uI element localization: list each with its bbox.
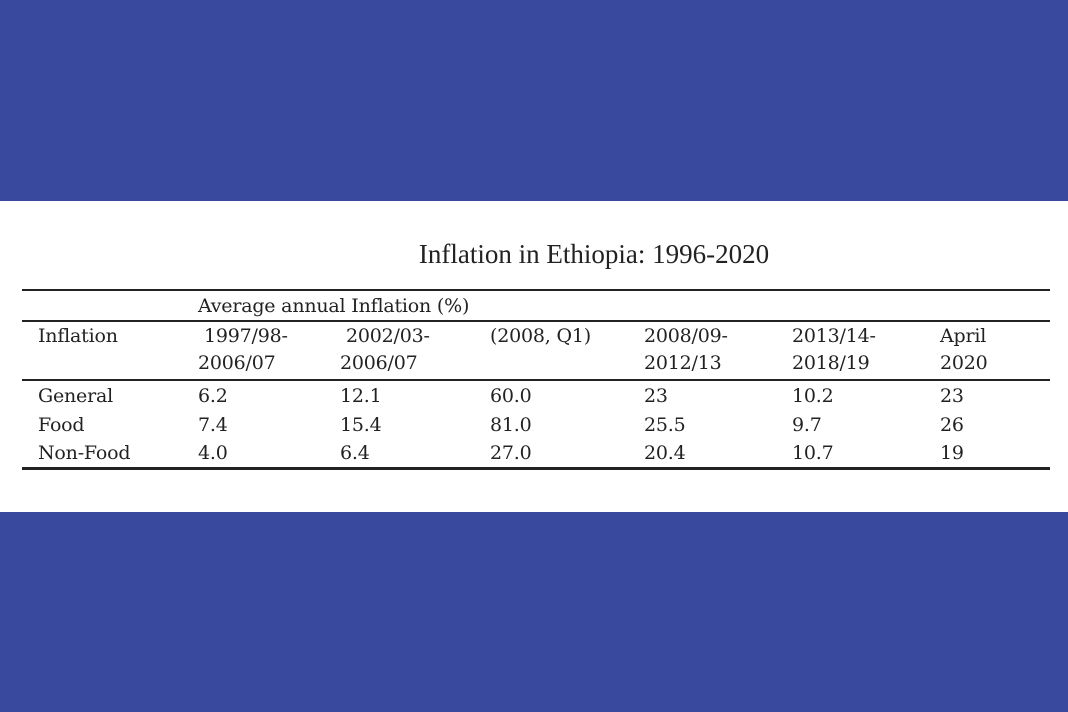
- table-cell: 10.2: [792, 385, 834, 407]
- column-header: 2018/19: [792, 352, 870, 374]
- column-header: 2012/13: [644, 352, 722, 374]
- table-cell: 4.0: [198, 442, 228, 464]
- column-header: 2006/07: [340, 352, 418, 374]
- table-panel: Inflation in Ethiopia: 1996-2020 Average…: [0, 201, 1068, 512]
- table-cell: 60.0: [490, 385, 532, 407]
- header-rule: [22, 320, 1050, 322]
- column-header: (2008, Q1): [490, 325, 591, 347]
- column-header: 2020: [940, 352, 988, 374]
- table-cell: 27.0: [490, 442, 532, 464]
- column-header: 2006/07: [198, 352, 276, 374]
- table-cell: 25.5: [644, 413, 686, 436]
- table-cell: 23: [644, 385, 668, 407]
- body-rule: [22, 379, 1050, 381]
- row-label: Non-Food: [38, 442, 131, 464]
- column-header: 2013/14-: [792, 325, 876, 347]
- column-header: 1997/98-: [204, 325, 288, 347]
- table-cell: 15.4: [340, 413, 382, 436]
- table-cell: 6.4: [340, 442, 370, 464]
- table-cell: 81.0: [490, 413, 532, 436]
- group-header: Average annual Inflation (%): [198, 295, 470, 317]
- column-header: 2008/09-: [644, 325, 728, 347]
- column-header: Inflation: [38, 325, 118, 347]
- column-header: 2002/03-: [346, 325, 430, 347]
- table-cell: 26: [940, 413, 964, 436]
- row-label: Food: [38, 413, 85, 436]
- top-rule: [22, 289, 1050, 291]
- table-cell: 12.1: [340, 385, 382, 407]
- table-cell: 23: [940, 385, 964, 407]
- column-header: April: [940, 325, 987, 347]
- row-label: General: [38, 385, 113, 407]
- table-cell: 20.4: [644, 442, 686, 464]
- table-cell: 10.7: [792, 442, 834, 464]
- table-cell: 7.4: [198, 413, 228, 436]
- bottom-rule: [22, 467, 1050, 470]
- table-cell: 19: [940, 442, 964, 464]
- table-cell: 6.2: [198, 385, 228, 407]
- table-cell: 9.7: [792, 413, 822, 436]
- table-title: Inflation in Ethiopia: 1996-2020: [418, 239, 770, 269]
